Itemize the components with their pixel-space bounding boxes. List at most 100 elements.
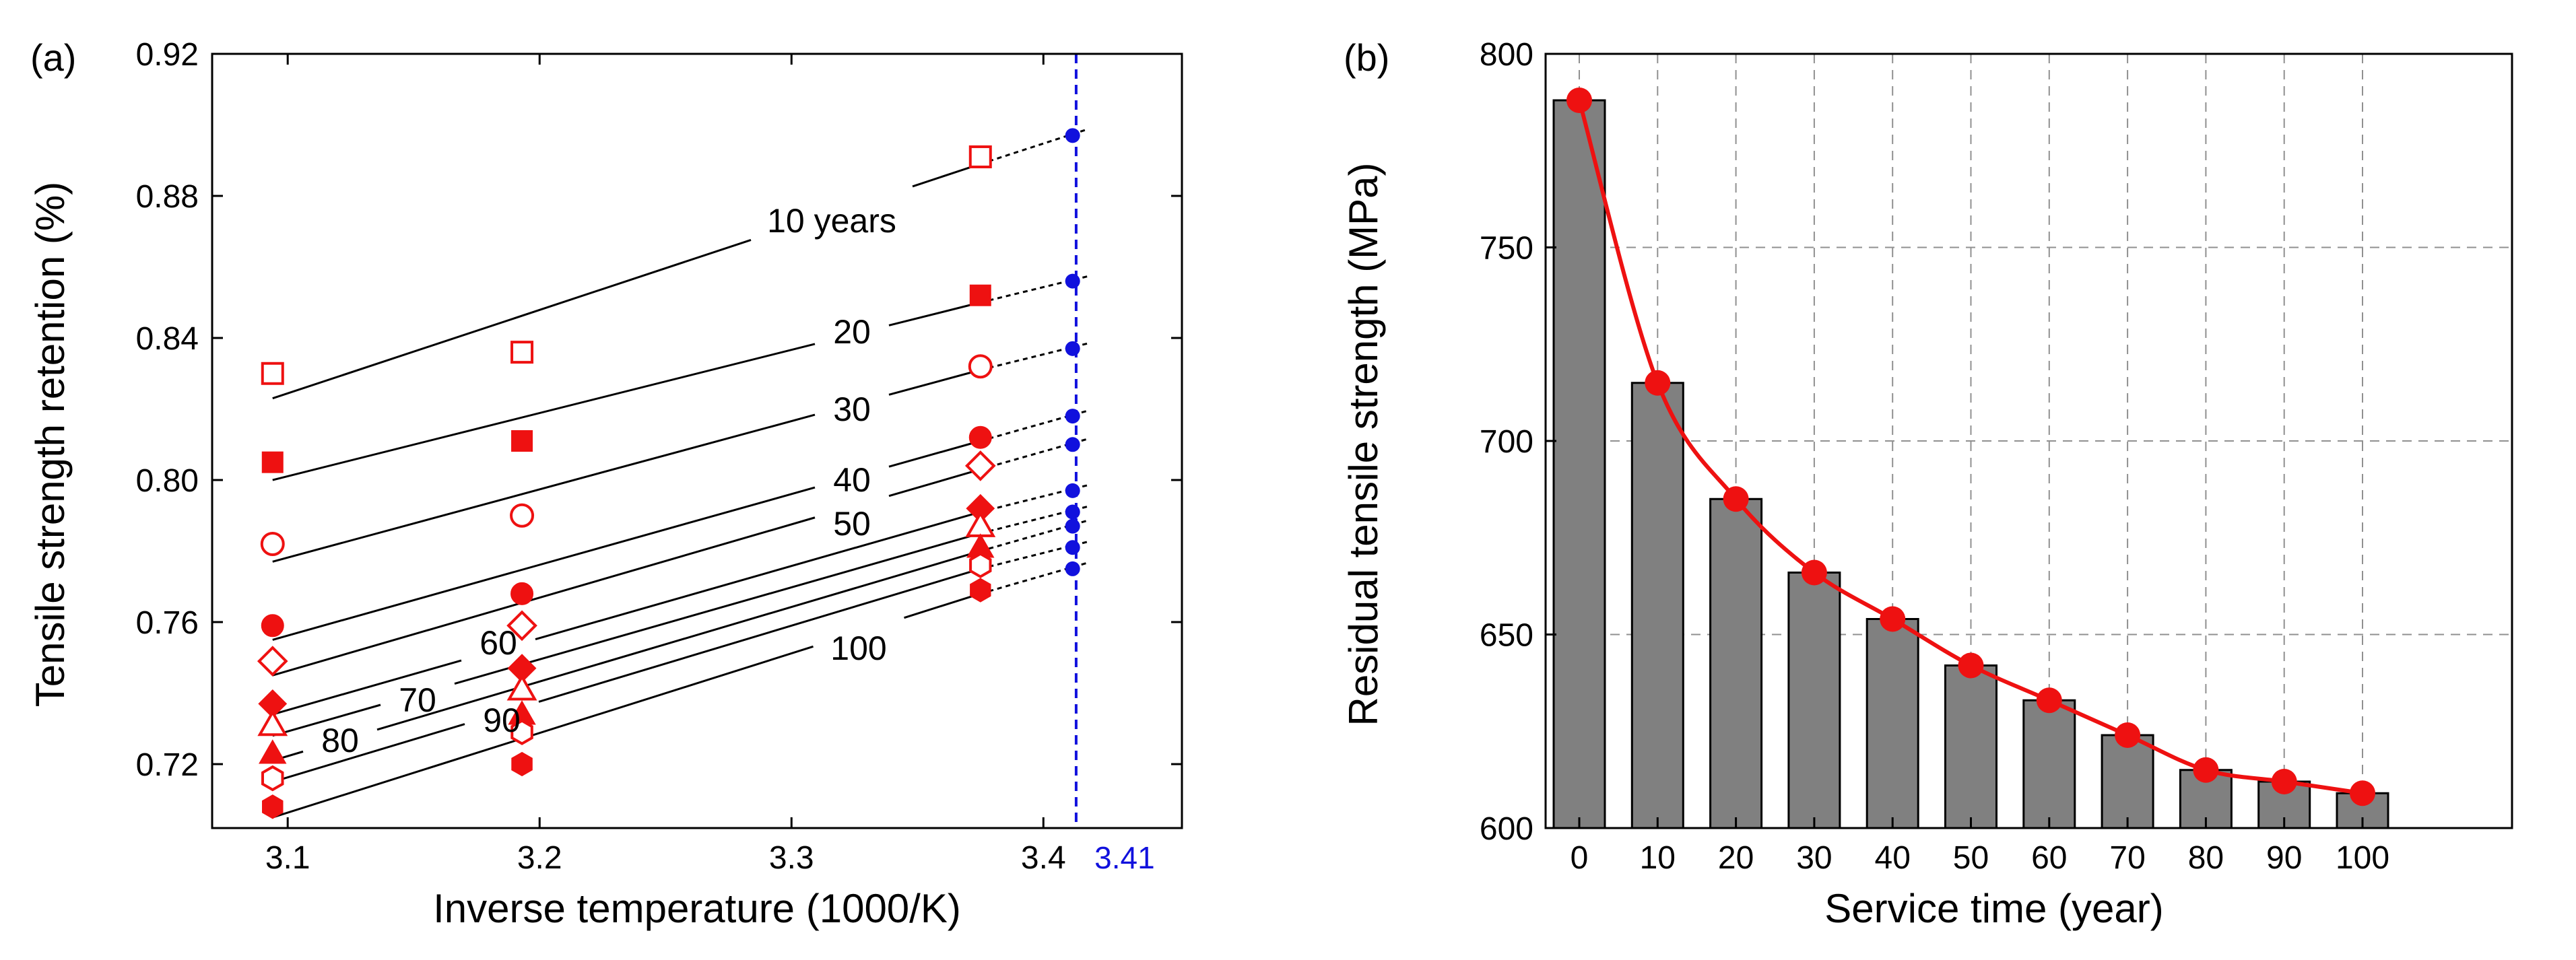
trend-point	[2036, 687, 2062, 714]
trend-point	[2115, 722, 2141, 748]
x-tick-label: 20	[1718, 840, 1754, 876]
series-label: 100	[830, 629, 886, 667]
bar	[1865, 618, 1919, 829]
extrapolation-line	[980, 128, 1088, 165]
fit-line-segment	[904, 592, 981, 619]
series-label: 40	[833, 461, 871, 499]
panel-b-bars	[1552, 99, 2389, 829]
fit-line-segment	[454, 532, 981, 685]
predicted-point	[1065, 561, 1080, 576]
bar	[1630, 382, 1684, 829]
x-tick-label: 30	[1796, 840, 1832, 876]
fit-line-segment	[888, 369, 981, 396]
data-point-diamond	[257, 646, 288, 677]
panel-a-vertical-line: 3.41	[1074, 54, 1155, 875]
fit-line-segment	[376, 550, 981, 731]
data-point-triangle	[257, 709, 288, 736]
bar	[2101, 734, 2154, 829]
trend-point	[2350, 780, 2375, 807]
predicted-point	[1065, 518, 1080, 534]
panel-a-fit-lines	[272, 163, 981, 819]
y-tick-label: 0.80	[136, 463, 199, 499]
x-tick-label: 80	[2188, 840, 2224, 876]
fit-line-segment	[272, 659, 462, 716]
data-point-hexagon	[510, 719, 533, 745]
fit-line-segment	[888, 301, 981, 327]
data-point-triangle	[259, 739, 287, 764]
x-tick-label: 3.1	[265, 840, 310, 876]
series-label: 90	[483, 701, 521, 739]
y-tick-label: 650	[1480, 618, 1533, 654]
extrapolation-line	[980, 438, 1088, 471]
y-tick-label: 800	[1480, 37, 1533, 73]
x-tick-label: 3.3	[769, 840, 814, 876]
panel-b-label: (b)	[1344, 36, 1389, 79]
fit-line-segment	[888, 440, 981, 468]
data-point-circle	[968, 354, 993, 379]
data-point-diamond	[506, 610, 537, 642]
x-tick-label: 0	[1571, 840, 1589, 876]
predicted-point	[1065, 504, 1080, 520]
data-point-circle	[510, 503, 535, 528]
data-point-hexagon	[262, 794, 284, 819]
x-tick-label: 100	[2336, 840, 2389, 876]
fit-line-segment	[272, 516, 816, 677]
bar	[1709, 498, 1763, 829]
data-point-circle	[510, 582, 534, 605]
data-point-hexagon	[511, 751, 533, 777]
series-label: 30	[833, 390, 871, 428]
data-point-diamond	[964, 450, 996, 481]
predicted-point	[1065, 273, 1080, 289]
data-point-circle	[968, 425, 992, 449]
trend-point	[1880, 606, 1906, 632]
predicted-point	[1065, 128, 1080, 143]
x-tick-label: 40	[1875, 840, 1911, 876]
y-tick-label: 750	[1480, 231, 1533, 267]
y-tick-label: 0.84	[136, 321, 199, 357]
series-label: 20	[833, 313, 871, 351]
trend-point	[1723, 486, 1749, 512]
fit-line-segment	[538, 568, 981, 703]
panel-b-y-axis-title: Residual tensile strength (MPa)	[1341, 162, 1386, 726]
x-tick-label: 50	[1953, 840, 1989, 876]
data-point-hexagon	[261, 765, 284, 792]
panel-a-x-axis-title: Inverse temperature (1000/K)	[433, 886, 961, 931]
data-point-triangle	[965, 510, 996, 537]
panel-a-label: (a)	[30, 36, 76, 79]
trend-point	[2193, 757, 2219, 783]
fit-line-segment	[272, 413, 816, 563]
panel-a-series-labels: 10 years 20 30 40 50 60 70 80 90 100	[321, 202, 896, 759]
panel-b-x-axis-title: Service time (year)	[1824, 886, 2163, 931]
extrapolation-line	[980, 561, 1088, 595]
bar	[2022, 699, 2076, 829]
x-tick-label: 90	[2266, 840, 2302, 876]
panel-a-markers	[257, 145, 996, 819]
series-label: 80	[321, 722, 359, 759]
data-point-circle	[261, 614, 284, 638]
panel-a-axes	[211, 53, 1183, 829]
x-tick-label: 3.4	[1021, 840, 1066, 876]
series-label: 60	[480, 624, 517, 662]
trend-point	[1801, 559, 1827, 586]
data-point-triangle	[506, 674, 537, 701]
predicted-point	[1065, 409, 1080, 424]
series-label: 70	[399, 681, 436, 719]
fit-line-segment	[272, 238, 752, 400]
trend-point	[1958, 652, 1984, 679]
x-tick-label: 3.2	[517, 840, 562, 876]
predicted-point	[1065, 540, 1080, 555]
predicted-point	[1065, 483, 1080, 498]
panel-b-ticks: 600 650 700 750 800 0 10 20 30 40 50 60 70 80 90 100	[1480, 37, 2389, 876]
data-point-square	[968, 145, 992, 168]
y-tick-label: 600	[1480, 811, 1533, 847]
x-tick-label: 70	[2109, 840, 2145, 876]
predicted-point	[1065, 341, 1080, 356]
data-point-square	[261, 362, 284, 385]
y-tick-label: 0.76	[136, 605, 199, 641]
fit-line-segment	[535, 511, 981, 640]
panel-a-predicted-points	[1065, 128, 1080, 576]
y-tick-label: 0.88	[136, 179, 199, 215]
trend-point	[1645, 370, 1671, 396]
data-point-square	[261, 451, 284, 473]
